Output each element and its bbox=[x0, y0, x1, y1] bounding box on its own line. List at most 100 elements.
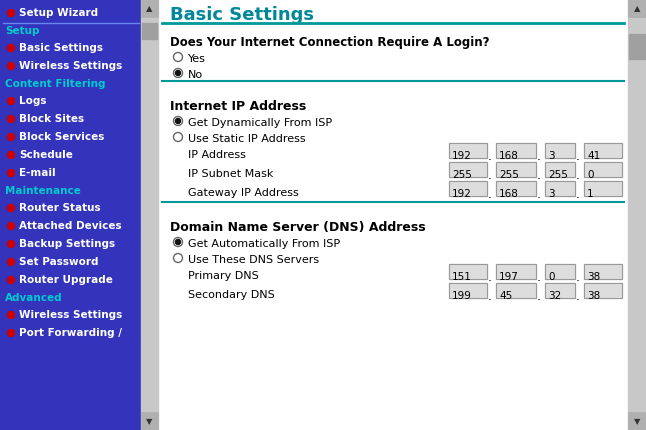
Text: Use Static IP Address: Use Static IP Address bbox=[188, 134, 306, 144]
Bar bbox=[545, 144, 575, 159]
Bar bbox=[584, 163, 622, 178]
Text: 3: 3 bbox=[548, 150, 555, 161]
Text: Block Sites: Block Sites bbox=[19, 114, 84, 124]
Text: Basic Settings: Basic Settings bbox=[170, 6, 314, 24]
Bar bbox=[496, 144, 536, 159]
Text: Set Password: Set Password bbox=[19, 256, 98, 266]
Circle shape bbox=[174, 117, 183, 126]
Bar bbox=[584, 181, 622, 197]
Text: Get Dynamically From ISP: Get Dynamically From ISP bbox=[188, 118, 332, 128]
Text: 168: 168 bbox=[499, 189, 519, 199]
Text: 1: 1 bbox=[587, 189, 594, 199]
Text: .: . bbox=[576, 289, 580, 302]
Text: .: . bbox=[537, 289, 541, 302]
Bar bbox=[628, 412, 646, 430]
Bar bbox=[141, 0, 158, 430]
Text: Block Services: Block Services bbox=[19, 132, 105, 141]
Text: .: . bbox=[488, 289, 492, 302]
Text: 192: 192 bbox=[452, 150, 472, 161]
Bar bbox=[496, 163, 536, 178]
Circle shape bbox=[8, 330, 14, 337]
Text: ▲: ▲ bbox=[634, 4, 640, 13]
Text: 255: 255 bbox=[452, 169, 472, 180]
Text: 41: 41 bbox=[587, 150, 600, 161]
Bar bbox=[449, 264, 487, 280]
Text: Get Automatically From ISP: Get Automatically From ISP bbox=[188, 239, 340, 249]
Text: Does Your Internet Connection Require A Login?: Does Your Internet Connection Require A … bbox=[170, 36, 490, 49]
Bar bbox=[449, 144, 487, 159]
Bar bbox=[449, 264, 487, 280]
Circle shape bbox=[174, 254, 183, 263]
Text: E-mail: E-mail bbox=[19, 168, 56, 178]
Circle shape bbox=[8, 205, 14, 212]
Bar bbox=[496, 264, 536, 280]
Bar bbox=[449, 181, 487, 197]
Bar bbox=[584, 181, 622, 197]
Text: 255: 255 bbox=[548, 169, 568, 180]
Text: Internet IP Address: Internet IP Address bbox=[170, 100, 306, 113]
Text: Setup Wizard: Setup Wizard bbox=[19, 8, 98, 18]
Text: Gateway IP Address: Gateway IP Address bbox=[188, 187, 298, 197]
Circle shape bbox=[176, 119, 180, 124]
Text: .: . bbox=[537, 270, 541, 283]
Text: Use These DNS Servers: Use These DNS Servers bbox=[188, 255, 319, 264]
Bar bbox=[496, 264, 536, 280]
Circle shape bbox=[174, 53, 183, 62]
Text: IP Address: IP Address bbox=[188, 150, 246, 160]
Circle shape bbox=[174, 69, 183, 78]
Bar bbox=[449, 163, 487, 178]
Text: 45: 45 bbox=[499, 290, 512, 300]
Text: Logs: Logs bbox=[19, 96, 47, 106]
Bar bbox=[158, 0, 646, 430]
Text: Maintenance: Maintenance bbox=[5, 186, 81, 196]
Text: Attached Devices: Attached Devices bbox=[19, 221, 121, 230]
Text: Router Upgrade: Router Upgrade bbox=[19, 274, 113, 284]
Bar bbox=[628, 0, 646, 430]
Text: 38: 38 bbox=[587, 271, 600, 281]
Circle shape bbox=[8, 170, 14, 177]
Text: Secondary DNS: Secondary DNS bbox=[188, 289, 275, 299]
Bar bbox=[628, 0, 646, 18]
Bar bbox=[496, 283, 536, 298]
Bar bbox=[0, 0, 158, 430]
Bar bbox=[449, 163, 487, 178]
Text: 199: 199 bbox=[452, 290, 472, 300]
Bar bbox=[584, 144, 622, 159]
Text: Wireless Settings: Wireless Settings bbox=[19, 61, 122, 71]
Circle shape bbox=[176, 71, 180, 76]
Circle shape bbox=[8, 46, 14, 52]
Bar bbox=[449, 144, 487, 159]
Bar bbox=[584, 264, 622, 280]
Circle shape bbox=[8, 152, 14, 159]
Circle shape bbox=[8, 10, 14, 18]
Circle shape bbox=[8, 259, 14, 266]
Text: 0: 0 bbox=[587, 169, 594, 180]
Bar bbox=[141, 412, 158, 430]
Text: 3: 3 bbox=[548, 189, 555, 199]
Bar bbox=[449, 283, 487, 298]
Circle shape bbox=[8, 223, 14, 230]
Text: ▼: ▼ bbox=[634, 417, 640, 426]
Text: .: . bbox=[576, 187, 580, 200]
Text: Port Forwarding /: Port Forwarding / bbox=[19, 327, 122, 337]
Text: 197: 197 bbox=[499, 271, 519, 281]
Bar bbox=[496, 283, 536, 298]
Bar bbox=[584, 283, 622, 298]
Text: .: . bbox=[537, 169, 541, 181]
Bar bbox=[545, 144, 575, 159]
Bar bbox=[449, 283, 487, 298]
Text: 38: 38 bbox=[587, 290, 600, 300]
Text: Wireless Settings: Wireless Settings bbox=[19, 309, 122, 319]
Text: Content Filtering: Content Filtering bbox=[5, 79, 105, 89]
Bar bbox=[629, 35, 645, 60]
Circle shape bbox=[8, 312, 14, 319]
Circle shape bbox=[176, 240, 180, 245]
Bar bbox=[496, 181, 536, 197]
Text: Primary DNS: Primary DNS bbox=[188, 270, 259, 280]
Text: IP Subnet Mask: IP Subnet Mask bbox=[188, 169, 273, 178]
Bar bbox=[449, 181, 487, 197]
Bar bbox=[545, 163, 575, 178]
Circle shape bbox=[8, 116, 14, 123]
Bar bbox=[584, 163, 622, 178]
Text: .: . bbox=[576, 270, 580, 283]
